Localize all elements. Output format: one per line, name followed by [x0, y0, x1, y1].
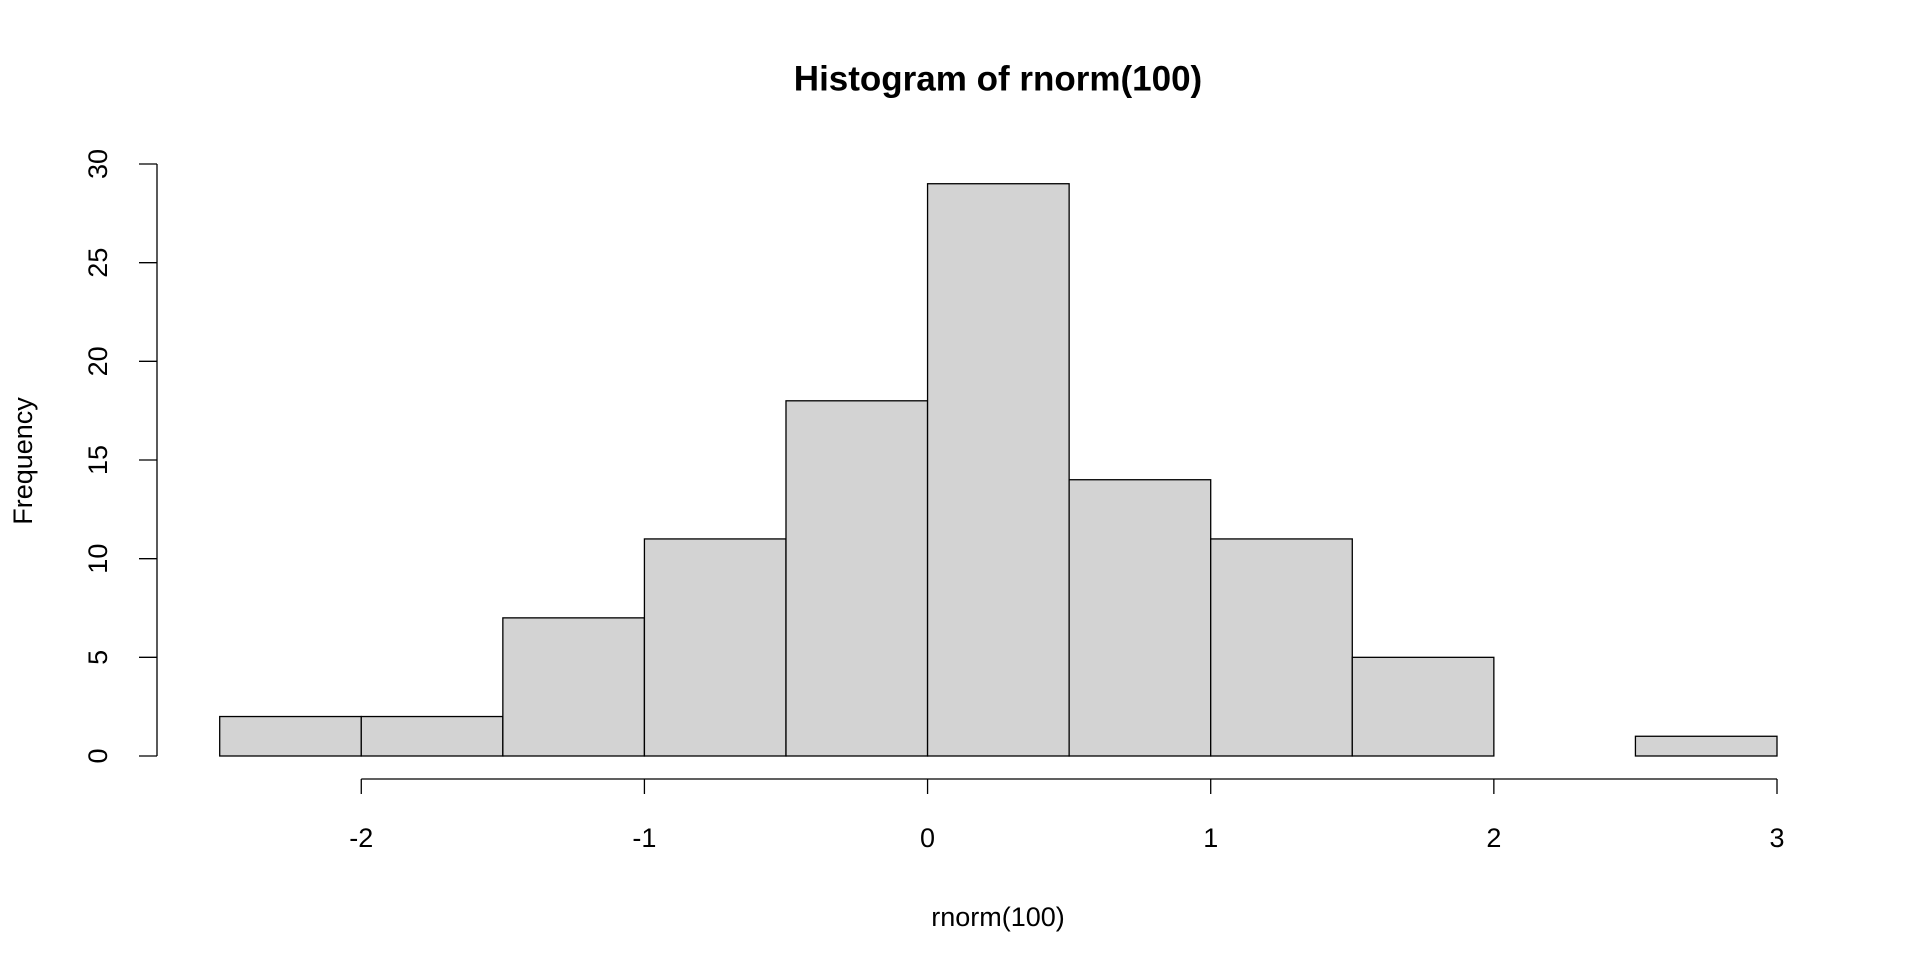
x-tick-label: -2	[349, 823, 373, 853]
bar	[1351, 656, 1495, 757]
bar	[926, 183, 1070, 757]
x-tick-label: 3	[1769, 823, 1784, 853]
x-tick-label: 2	[1486, 823, 1501, 853]
y-tick-label: 25	[83, 248, 113, 278]
bar	[1068, 479, 1212, 757]
bar	[360, 715, 504, 757]
x-axis-label: rnorm(100)	[931, 902, 1065, 932]
chart-title: Histogram of rnorm(100)	[794, 59, 1202, 98]
x-tick-label: 0	[920, 823, 935, 853]
bar	[1634, 735, 1778, 757]
y-tick-label: 30	[83, 149, 113, 179]
y-tick-label: 5	[83, 650, 113, 665]
x-tick-label: -1	[632, 823, 656, 853]
bar	[785, 400, 929, 757]
y-tick-label: 10	[83, 544, 113, 574]
y-axis-label: Frequency	[8, 397, 38, 525]
y-tick-label: 15	[83, 445, 113, 475]
y-tick-label: 0	[83, 748, 113, 763]
bar	[502, 617, 646, 757]
bar	[219, 715, 362, 757]
bar	[1210, 538, 1353, 757]
bar	[643, 538, 787, 757]
x-tick-label: 1	[1203, 823, 1218, 853]
y-tick-label: 20	[83, 346, 113, 376]
